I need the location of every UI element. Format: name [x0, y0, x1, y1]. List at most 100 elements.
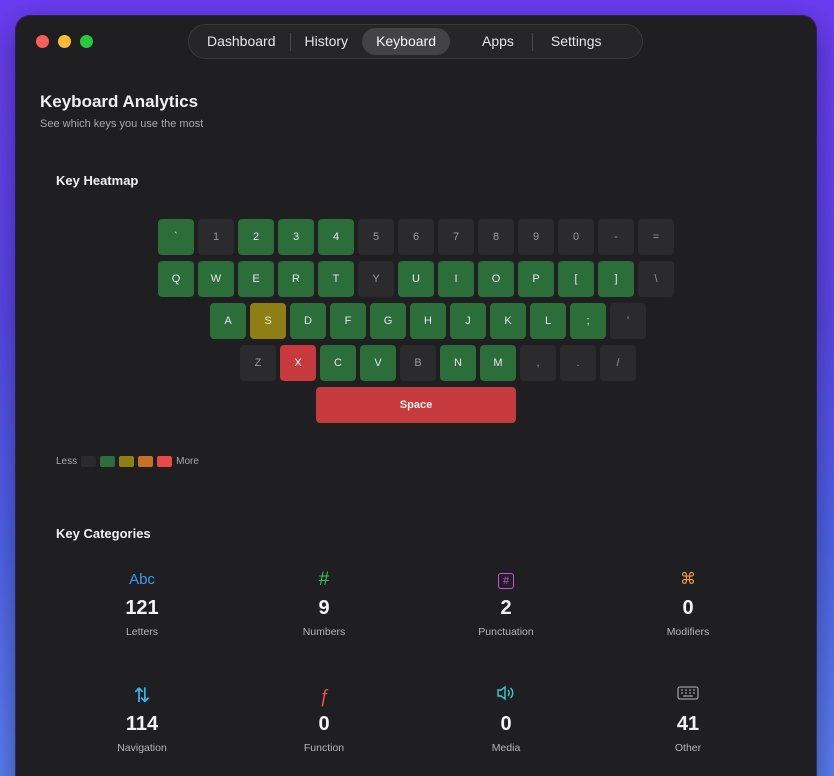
tab-keyboard[interactable]: Keyboard: [362, 28, 450, 55]
category-count: 0: [500, 713, 512, 735]
key: N: [440, 345, 476, 381]
key: J: [450, 303, 486, 339]
punctuation-icon: #: [426, 569, 586, 591]
key: =: [638, 219, 674, 255]
category-count: 41: [676, 713, 700, 735]
key: 6: [398, 219, 434, 255]
tab-dashboard[interactable]: Dashboard: [207, 33, 276, 49]
category-label: Navigation: [117, 742, 167, 754]
key: B: [400, 345, 436, 381]
close-button[interactable]: [36, 35, 49, 48]
key: C: [320, 345, 356, 381]
category-label: Punctuation: [478, 626, 534, 638]
categories-title: Key Categories: [56, 526, 151, 541]
key: D: [290, 303, 326, 339]
legend-swatch-4: [157, 456, 173, 467]
category-count: 0: [318, 713, 330, 735]
key: 4: [318, 219, 354, 255]
key: U: [398, 261, 434, 297]
key: F: [330, 303, 366, 339]
key: 9: [518, 219, 554, 255]
key: P: [518, 261, 554, 297]
space-key: Space: [316, 387, 516, 423]
legend-swatch-2: [119, 456, 135, 467]
legend-swatch-3: [138, 456, 154, 467]
key: /: [600, 345, 636, 381]
key-row: Q W E R T Y U I O P[] \: [158, 261, 674, 297]
arrows-updown-icon: ⇅: [133, 685, 151, 707]
tab-divider: [531, 32, 533, 51]
category-numbers: #9 Numbers: [244, 569, 404, 638]
key: W: [198, 261, 234, 297]
key: E: [238, 261, 274, 297]
tab-history[interactable]: History: [304, 33, 349, 49]
category-label: Function: [303, 742, 345, 754]
key: .: [560, 345, 596, 381]
tab-bar: Dashboard History Keyboard Apps Settings: [188, 24, 643, 59]
category-label: Media: [491, 742, 521, 754]
category-label: Modifiers: [666, 626, 710, 638]
key: \: [638, 261, 674, 297]
legend-less-label: Less: [56, 456, 78, 467]
page-subtitle: See which keys you use the most: [40, 118, 204, 130]
key: 3: [278, 219, 314, 255]
category-count: 121: [125, 597, 159, 619]
key: ;: [570, 303, 606, 339]
tab-apps[interactable]: Apps: [482, 33, 514, 49]
category-punctuation: #2 Punctuation: [426, 569, 586, 638]
category-count: 9: [318, 597, 330, 619]
key: 7: [438, 219, 474, 255]
key-row: A S D F G H J K L; ': [210, 303, 646, 339]
key: 2: [238, 219, 274, 255]
key: L: [530, 303, 566, 339]
category-letters: Abc 121 Letters: [62, 569, 222, 638]
key: Q: [158, 261, 194, 297]
page-title: Keyboard Analytics: [40, 92, 199, 111]
key: `: [158, 219, 194, 255]
legend-swatch-0: [81, 456, 97, 467]
key: H: [410, 303, 446, 339]
key: O: [478, 261, 514, 297]
key: A: [210, 303, 246, 339]
key: 5: [358, 219, 394, 255]
category-navigation: ⇅ 114 Navigation: [62, 685, 222, 754]
key: 8: [478, 219, 514, 255]
key: I: [438, 261, 474, 297]
key: Y: [358, 261, 394, 297]
tab-divider: [289, 32, 291, 51]
zoom-button[interactable]: [80, 35, 93, 48]
app-window: Dashboard History Keyboard Apps Settings…: [16, 16, 816, 776]
category-function: ƒ 0 Function: [244, 685, 404, 754]
category-label: Letters: [125, 626, 159, 638]
key: [: [558, 261, 594, 297]
key: -: [598, 219, 634, 255]
legend-swatch-1: [100, 456, 116, 467]
category-label: Numbers: [302, 626, 346, 638]
tab-settings[interactable]: Settings: [550, 33, 602, 49]
hash-icon: #: [318, 569, 330, 590]
category-count: 2: [500, 597, 512, 619]
key: S: [250, 303, 286, 339]
key: V: [360, 345, 396, 381]
key: G: [370, 303, 406, 339]
function-icon: ƒ: [318, 686, 329, 706]
key-row: Space: [316, 387, 516, 423]
category-media: 0 Media: [426, 685, 586, 754]
speaker-icon: [426, 685, 586, 707]
heatmap-legend: Less More: [56, 456, 199, 467]
key-row: ` 1 2 3 4 5 6 7 8 9 0- =: [158, 219, 674, 255]
key: M: [480, 345, 516, 381]
legend-more-label: More: [176, 456, 199, 467]
heatmap-title: Key Heatmap: [56, 173, 139, 188]
key: K: [490, 303, 526, 339]
key: 1: [198, 219, 234, 255]
key: Z: [240, 345, 276, 381]
letters-icon: Abc: [129, 571, 155, 588]
minimize-button[interactable]: [58, 35, 71, 48]
key: ,: [520, 345, 556, 381]
category-modifiers: ⌘ 0 Modifiers: [608, 569, 768, 638]
category-other: 41 Other: [608, 685, 768, 754]
key: 0: [558, 219, 594, 255]
key-row: Z X C V B N M,. /: [240, 345, 636, 381]
category-count: 0: [682, 597, 694, 619]
